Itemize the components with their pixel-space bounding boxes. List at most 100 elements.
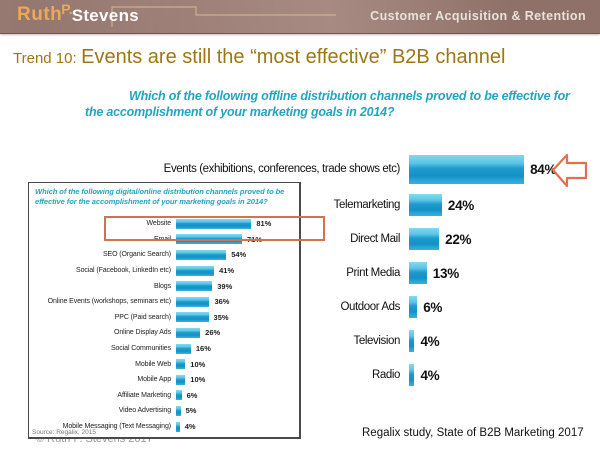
bar-value: 24% — [447, 197, 474, 213]
chart-row: Radio 4% — [155, 358, 600, 392]
bar-value: 6% — [423, 299, 443, 315]
chart-row: Events (exhibitions, conferences, trade … — [155, 150, 600, 188]
chart-row: Outdoor Ads 6% — [155, 290, 600, 324]
chart-row: Mobile App 10% — [31, 372, 297, 388]
bar-value: 22% — [445, 231, 472, 247]
slide-title: Trend 10: Events are still the “most eff… — [13, 46, 505, 69]
chart-row: Print Media 13% — [155, 256, 600, 290]
bar-value: 4% — [184, 422, 196, 432]
bar — [176, 312, 209, 323]
bar-value: 41% — [219, 266, 235, 276]
bar — [176, 218, 252, 229]
bar-label: Online Events (workshops, seminars etc) — [47, 298, 171, 306]
bar-value: 54% — [231, 250, 247, 260]
bar — [176, 405, 181, 416]
bar — [176, 281, 213, 292]
chart-row: Direct Mail 22% — [155, 222, 600, 256]
bar-value: 16% — [195, 344, 211, 354]
chart-row: Affiliate Marketing 6% — [31, 388, 297, 404]
bar-value: 39% — [217, 281, 233, 291]
offline-channels-chart: Events (exhibitions, conferences, trade … — [155, 150, 600, 392]
bar-label: Telemarketing — [333, 199, 401, 211]
slide-title-main: Events are still the “most effective” B2… — [81, 46, 506, 68]
brand-logo: RuthP.Stevens — [17, 1, 141, 26]
bar-label: Mobile Messaging (Text Messaging) — [62, 423, 171, 431]
online-question: Which of the following digital/online di… — [35, 187, 284, 206]
website-highlight-box — [104, 216, 325, 241]
offline-question-line1: Which of the following offline distribut… — [129, 89, 570, 103]
bar — [176, 265, 215, 276]
online-question-line2: effective for the accomplishment of your… — [35, 196, 268, 206]
bar — [176, 327, 201, 338]
bar-label: SEO (Organic Search) — [102, 251, 171, 259]
chart-row: Blogs 39% — [31, 278, 297, 294]
bar-label: Print Media — [346, 267, 400, 279]
bar-label: Mobile Web — [135, 360, 171, 368]
chart-row: Video Advertising 5% — [31, 403, 297, 419]
chart-row: Mobile Web 10% — [31, 356, 297, 372]
offline-question-line2: the accomplishment of your marketing goa… — [85, 105, 395, 119]
bar-value: 6% — [186, 390, 198, 400]
bar — [409, 228, 440, 250]
brand-stevens: Stevens — [71, 6, 140, 25]
chart-row: Social (Facebook, LinkedIn etc) 41% — [31, 263, 297, 279]
online-question-line1: Which of the following digital/online di… — [35, 187, 285, 196]
bar-label: PPC (Paid search) — [114, 313, 171, 321]
bar-label: Television — [353, 335, 401, 347]
online-channels-panel: Which of the following digital/online di… — [28, 182, 301, 439]
bar-value: 84% — [530, 161, 557, 177]
bar-value: 4% — [420, 367, 440, 383]
bar-value: 81% — [256, 219, 272, 229]
bar-label: Outdoor Ads — [340, 301, 400, 313]
bar — [176, 390, 182, 401]
bar — [176, 249, 227, 260]
bar — [176, 296, 210, 307]
bar-value: 13% — [432, 265, 459, 281]
bar-label: Radio — [371, 369, 400, 381]
chart-row: Mobile Messaging (Text Messaging) 4% — [31, 419, 297, 435]
bar-label: Mobile App — [137, 376, 171, 384]
header-bar: RuthP.Stevens Customer Acquisition & Ret… — [0, 0, 600, 34]
bar — [176, 374, 186, 385]
chart-row: Website 81% — [31, 216, 297, 232]
header-tagline: Customer Acquisition & Retention — [370, 9, 586, 23]
source-note: Source: Regalix, 2015 — [32, 429, 96, 436]
online-channels-chart: Website 81% Email 71% SEO (Organic Search) 54… — [31, 216, 297, 434]
bar — [409, 296, 418, 318]
bar — [176, 359, 186, 370]
bar-label: Social (Facebook, LinkedIn etc) — [76, 267, 171, 275]
bar — [409, 154, 525, 184]
bar-label: Affiliate Marketing — [117, 391, 171, 399]
chart-row: Television 4% — [155, 324, 600, 358]
chart-row: SEO (Organic Search) 54% — [31, 247, 297, 263]
header-stepped-line-decoration — [111, 6, 336, 27]
chart-row: Online Display Ads 26% — [31, 325, 297, 341]
chart-row: Social Communities 16% — [31, 341, 297, 357]
chart-row: PPC (Paid search) 35% — [31, 310, 297, 326]
bar-value: 26% — [205, 328, 221, 338]
bar — [409, 262, 427, 284]
bar-label: Website — [146, 220, 172, 228]
left-arrow-icon — [551, 153, 588, 188]
bar — [176, 343, 191, 354]
chart-row: Online Events (workshops, seminars etc) 3… — [31, 294, 297, 310]
bar — [409, 364, 415, 386]
attribution-text: Regalix study, State of B2B Marketing 20… — [362, 427, 584, 439]
brand-p: P. — [61, 1, 73, 17]
bar-label: Video Advertising — [118, 407, 171, 415]
chart-row: Telemarketing 24% — [155, 188, 600, 222]
bar-value: 35% — [213, 312, 229, 322]
bar — [176, 421, 180, 432]
bar-label: Social Communities — [110, 345, 171, 353]
bar-label: Direct Mail — [350, 233, 400, 245]
bar-value: 10% — [190, 375, 206, 385]
slide-title-prefix: Trend 10: — [13, 50, 77, 67]
bar-value: 10% — [190, 359, 206, 369]
bar-value: 4% — [420, 333, 440, 349]
bar-label: Blogs — [153, 282, 171, 290]
brand-ruth: Ruth — [17, 4, 63, 25]
bar — [409, 330, 415, 352]
bar-label: Online Display Ads — [114, 329, 171, 337]
bar-value: 36% — [214, 297, 230, 307]
bar-label: Events (exhibitions, conferences, trade … — [163, 163, 401, 175]
